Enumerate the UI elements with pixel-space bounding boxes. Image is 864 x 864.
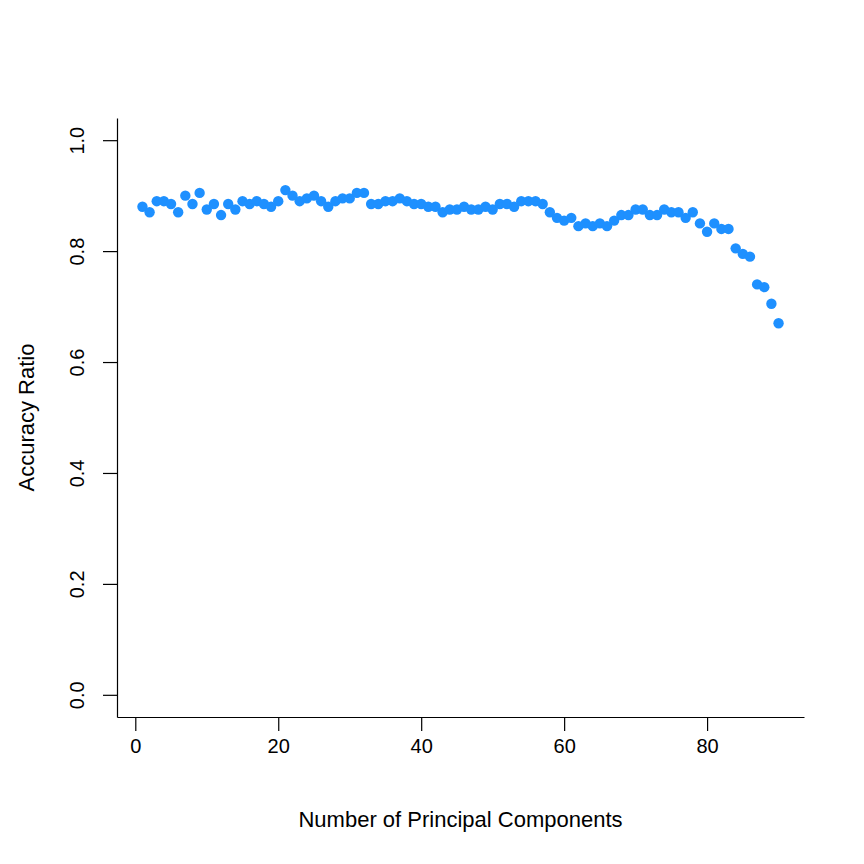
y-tick: 0.8: [66, 238, 117, 266]
point: [209, 199, 219, 209]
point: [273, 196, 283, 206]
y-tick: 0.4: [66, 460, 117, 488]
x-tick-label: 60: [554, 735, 576, 757]
y-tick-mark: [103, 473, 117, 474]
point: [230, 204, 240, 214]
point: [173, 207, 183, 217]
point: [537, 199, 547, 209]
y-axis-line: [117, 119, 118, 718]
x-tick: 60: [554, 717, 576, 757]
plot-area: 0 20 40 60 80 0.0 0.2 0.4 0.6 0.8 1.0: [66, 119, 805, 758]
y-tick: 0.0: [66, 681, 117, 709]
y-tick-label: 0.4: [66, 460, 88, 488]
point: [773, 318, 783, 328]
point: [180, 190, 190, 200]
x-tick-mark: [135, 717, 136, 731]
y-tick-label: 1.0: [66, 127, 88, 155]
x-tick-label: 20: [268, 735, 290, 757]
point: [695, 218, 705, 228]
point: [144, 207, 154, 217]
x-tick-label: 40: [411, 735, 433, 757]
point: [759, 282, 769, 292]
x-tick: 40: [411, 717, 433, 757]
point: [359, 188, 369, 198]
x-tick-label: 0: [130, 735, 141, 757]
x-tick: 20: [268, 717, 290, 757]
x-tick-mark: [421, 717, 422, 731]
point: [216, 210, 226, 220]
y-tick-mark: [103, 362, 117, 363]
x-tick: 80: [696, 717, 718, 757]
y-tick-label: 0.6: [66, 349, 88, 377]
point: [723, 224, 733, 234]
y-tick: 0.2: [66, 570, 117, 598]
y-tick-label: 0.8: [66, 238, 88, 266]
point: [745, 251, 755, 261]
point: [187, 199, 197, 209]
y-tick-label: 0.2: [66, 570, 88, 598]
point: [766, 299, 776, 309]
x-tick-label: 80: [696, 735, 718, 757]
x-tick-mark: [278, 717, 279, 731]
x-axis: 0 20 40 60 80: [118, 717, 805, 757]
x-tick-mark: [564, 717, 565, 731]
points: [137, 185, 784, 329]
point: [702, 226, 712, 236]
chart: 0 20 40 60 80 0.0 0.2 0.4 0.6 0.8 1.0 Number of Pri…: [0, 0, 864, 864]
y-tick: 0.6: [66, 349, 117, 377]
y-axis-title: Accuracy Ratio: [14, 344, 39, 492]
point: [194, 188, 204, 198]
y-axis: 0.0 0.2 0.4 0.6 0.8 1.0: [66, 119, 118, 718]
y-tick-mark: [103, 584, 117, 585]
point: [566, 213, 576, 223]
x-tick: 0: [130, 717, 141, 757]
y-tick: 1.0: [66, 127, 117, 155]
x-tick-mark: [707, 717, 708, 731]
x-axis-line: [118, 717, 805, 718]
point: [688, 207, 698, 217]
y-tick-mark: [103, 140, 117, 141]
x-axis-title: Number of Principal Components: [298, 807, 622, 832]
y-tick-label: 0.0: [66, 681, 88, 709]
y-tick-mark: [103, 251, 117, 252]
point: [166, 199, 176, 209]
y-tick-mark: [103, 695, 117, 696]
